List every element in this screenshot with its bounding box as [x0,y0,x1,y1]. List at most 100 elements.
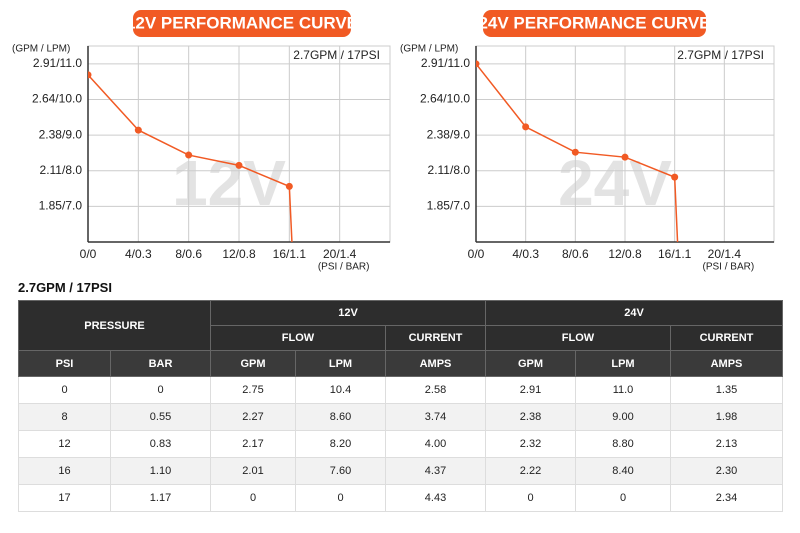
table-cell: 2.75 [210,376,296,404]
title-pill [133,10,351,37]
x-tick-label: 8/0.6 [175,247,202,261]
table-cell: 3.74 [385,403,486,431]
table-cell: 2.32 [485,430,576,458]
y-tick-label: 2.11/8.0 [428,163,471,177]
data-point [522,123,530,131]
table-cell: 2.22 [485,457,576,485]
table-cell: 2.30 [670,457,783,485]
table-cell: 1.10 [110,457,211,485]
table-cell: 8.20 [295,430,386,458]
data-point [621,153,629,161]
x-tick-label: 0/0 [468,247,485,261]
table-cell: 0 [295,484,386,512]
x-tick-label: 8/0.6 [562,247,589,261]
y-tick-label: 2.64/10.0 [32,92,82,106]
data-point [185,151,193,159]
table-cell: 4.37 [385,457,486,485]
header-cell: 12V [210,300,486,326]
table-cell: 17 [18,484,111,512]
table-cell: 1.35 [670,376,783,404]
watermark: 12V [172,147,286,219]
table-cell: 2.27 [210,403,296,431]
table-cell: 2.91 [485,376,576,404]
curve [476,63,679,242]
table-cell: 8.40 [575,457,671,485]
table-cell: 2.17 [210,430,296,458]
table-cell: 2.34 [670,484,783,512]
charts: 12V PERFORMANCE CURVE 12V 2.91/11.0 2.64/10… [12,10,775,273]
table-cell: 8.80 [575,430,671,458]
column-header: LPM [575,350,671,377]
plot-area [88,71,293,242]
x-axis-label: (PSI / BAR) [318,262,370,273]
x-axis-label: (PSI / BAR) [702,262,754,273]
table-cell: 16 [18,457,111,485]
data-point [88,71,92,79]
table-row: 0 0 2.75 10.4 2.58 2.91 11.0 1.35 [18,376,783,404]
y-tick-label: 2.91/11.0 [33,56,82,70]
data-point [134,126,142,134]
table-cell: 4.43 [385,484,486,512]
column-header: LPM [295,350,386,377]
table-cell: 0 [18,376,111,404]
table-cell: 2.38 [485,403,576,431]
y-tick-label: 2.38/9.0 [427,127,471,141]
x-tick-label: 16/1.1 [273,247,307,261]
table-cell: 2.13 [670,430,783,458]
curve [88,74,293,242]
table-cell: 2.58 [385,376,486,404]
y-tick-label: 2.91/11.0 [421,56,470,70]
table-cell: 4.00 [385,430,486,458]
y-tick-label: 1.85/7.0 [39,199,83,213]
data-point [476,60,480,68]
x-tick-label: 4/0.3 [512,247,539,261]
data-point [571,148,579,156]
table-cell: 1.98 [670,403,783,431]
table-row: 16 1.10 2.01 7.60 4.37 2.22 8.40 2.30 [18,457,783,485]
table-cell: 8 [18,403,111,431]
table-cell: 0 [485,484,576,512]
table-cell: 0 [575,484,671,512]
y-axis-label: (GPM / LPM) [12,44,70,55]
y-tick-label: 2.11/8.0 [40,163,83,177]
spec-table: PRESSURE 12V 24V FLOW CURRENT FLOW CURRE… [18,300,783,512]
x-tick-label: 12/0.8 [608,247,642,261]
annotation: 2.7GPM / 17PSI [293,48,380,62]
table-row: 12 0.83 2.17 8.20 4.00 2.32 8.80 2.13 [18,430,783,458]
table-title: 2.7GPM / 17PSI [18,280,112,295]
y-tick-label: 2.38/9.0 [39,127,83,141]
x-tick-label: 12/0.8 [222,247,256,261]
table-cell: 1.17 [110,484,211,512]
title-pill [483,10,706,37]
table-cell: 2.01 [210,457,296,485]
table-cell: 0 [210,484,296,512]
x-tick-label: 4/0.3 [125,247,152,261]
x-tick-label: 16/1.1 [658,247,692,261]
table-cell: 0.83 [110,430,211,458]
y-tick-label: 2.64/10.0 [420,92,470,106]
table-row: 8 0.55 2.27 8.60 3.74 2.38 9.00 1.98 [18,403,783,431]
header-cell: FLOW [210,325,386,351]
table-cell: 0.55 [110,403,211,431]
chart-title: 12V PERFORMANCE CURVE [126,13,358,32]
header-cell: 24V [485,300,783,326]
chart-title: 24V PERFORMANCE CURVE [478,13,710,32]
plot-area [476,60,679,242]
table-cell: 10.4 [295,376,386,404]
table-cell: 9.00 [575,403,671,431]
data-point [285,182,293,190]
column-header: BAR [110,350,211,377]
table-row: 17 1.17 0 0 4.43 0 0 2.34 [18,484,783,512]
table-cell: 12 [18,430,111,458]
column-header: AMPS [385,350,486,377]
data-point [235,161,243,169]
header-cell: CURRENT [670,325,783,351]
header-cell: FLOW [485,325,671,351]
annotation: 2.7GPM / 17PSI [677,48,764,62]
table-cell: 7.60 [295,457,386,485]
column-header: AMPS [670,350,783,377]
data-point [671,173,679,181]
y-axis-label: (GPM / LPM) [400,44,458,55]
watermark: 24V [558,147,672,219]
